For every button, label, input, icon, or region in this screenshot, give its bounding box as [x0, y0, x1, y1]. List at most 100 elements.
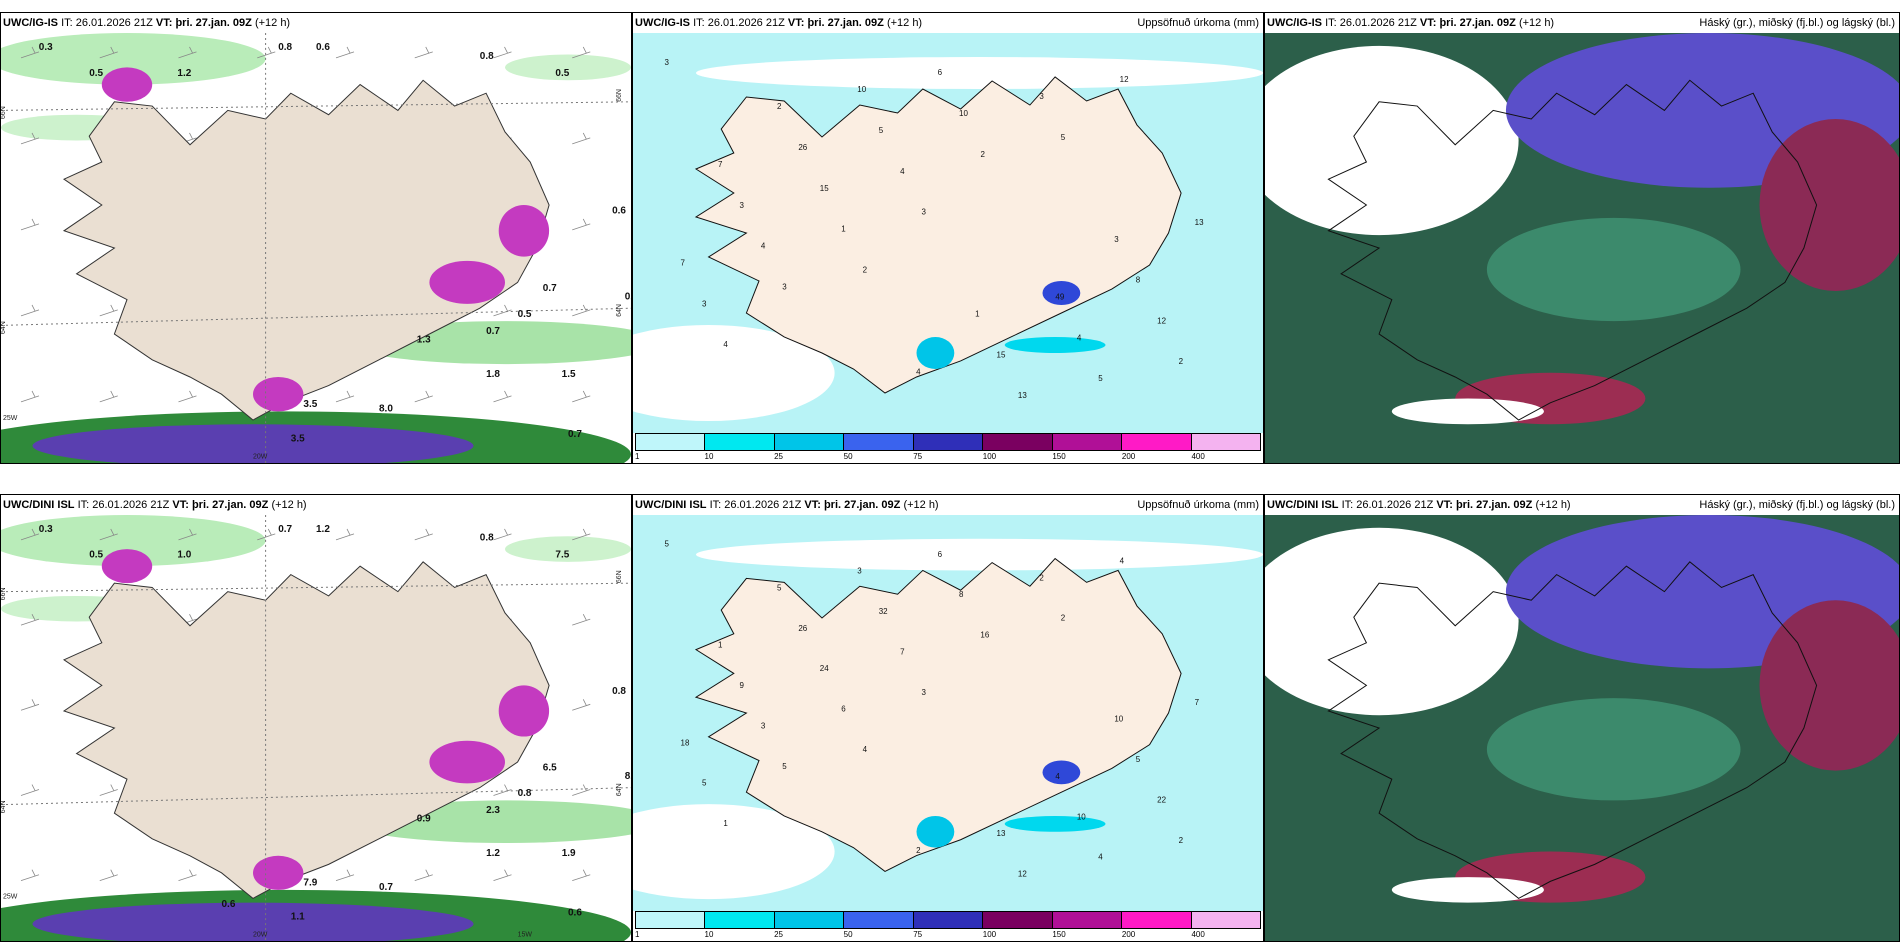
wind-barb: [572, 528, 591, 541]
colorbar-label: 400: [1191, 452, 1205, 461]
wind-barb: [335, 869, 355, 882]
heavy-precip-area: [1042, 760, 1081, 785]
map-layers: 66N 64N 66N 64N 25W 20W 15W 0.3 0.7 1.2 0.5 1.0 0.8 7…: [1, 515, 631, 941]
precip-value-label: 5: [782, 762, 787, 771]
wind-barb: [493, 304, 512, 317]
low-cloud-area: [1486, 217, 1741, 322]
cloud-map[interactable]: [1265, 33, 1899, 463]
colorbar-swatch: [913, 434, 984, 450]
precip-value-label: 1: [723, 819, 728, 828]
colorbar-swatch: [983, 434, 1053, 450]
precip-value-label: 3: [922, 688, 927, 697]
precip-value-label: 1.2: [486, 848, 500, 859]
iceland-map-svg: 66N 64N 66N 64N 25W 20W 0.3 0.8 0.6 0.5 1.2 0.8 0.5 0…: [1, 33, 631, 463]
precip-value-label: 1.2: [316, 524, 330, 535]
precip-value-label: 1: [841, 225, 846, 234]
colorbar-label: 100: [982, 930, 997, 939]
wind-barb: [572, 613, 591, 626]
colorbar-label: 50: [843, 452, 853, 461]
graticule-line: [1, 787, 631, 806]
wind-barb: [335, 390, 355, 403]
panel-dini-precip[interactable]: UWC/DINI ISL IT: 26.01.2026 21Z VT: þri.…: [632, 494, 1264, 942]
wind-barb: [257, 46, 276, 59]
wind-precip-map[interactable]: 66N 64N 66N 64N 25W 20W 15W 0.3 0.7 1.2 0.5 1.0 0.8 7…: [1, 515, 631, 941]
dry-zone: [696, 538, 1263, 571]
model-name: UWC/DINI ISL: [635, 499, 707, 511]
wind-barb: [414, 528, 433, 541]
iceland-land: [694, 557, 1182, 872]
precip-value-label: 32: [879, 607, 888, 616]
lon-label: 25W: [3, 415, 18, 422]
precip-value-label: 0.3: [39, 42, 53, 53]
heavy-precip-area: [429, 740, 506, 784]
wind-precip-map[interactable]: 66N 64N 66N 64N 25W 20W 0.3 0.8 0.6 0.5 1.2 0.8 0.5 0…: [1, 33, 631, 463]
precip-value-label: 13: [1018, 391, 1027, 400]
panel-dini-wind[interactable]: UWC/DINI ISL IT: 26.01.2026 21Z VT: þri.…: [0, 494, 632, 942]
colorbar-label: 10: [704, 930, 714, 939]
precip-value-label: 4: [1120, 557, 1125, 566]
panel-ig-is-wind[interactable]: UWC/IG-IS IT: 26.01.2026 21Z VT: þri. 27…: [0, 12, 632, 464]
wind-barb: [493, 784, 512, 796]
heavy-precip-area: [916, 815, 955, 848]
colorbar-label: 1: [635, 452, 640, 461]
precip-value-label: 8: [1136, 276, 1141, 285]
precip-value-label: 0.5: [89, 68, 103, 79]
colorbar-label: 50: [843, 930, 853, 939]
panel-header: UWC/DINI ISL IT: 26.01.2026 21Z VT: þri.…: [3, 499, 307, 511]
panel-ig-is-cloud[interactable]: UWC/IG-IS IT: 26.01.2026 21Z VT: þri. 27…: [1264, 12, 1900, 464]
precip-value-label: 0.8: [278, 42, 292, 53]
panel-header: UWC/DINI ISL IT: 26.01.2026 21Z VT: þri.…: [633, 495, 1263, 515]
precip-value-label: 2: [777, 102, 782, 111]
colorbar-label: 25: [774, 452, 784, 461]
precip-value-label: 12: [1018, 870, 1027, 879]
precip-band-nw: [1, 33, 266, 85]
iceland-land: [694, 76, 1182, 394]
precip-value-label: 2: [863, 265, 868, 274]
panel-dini-cloud[interactable]: UWC/DINI ISL IT: 26.01.2026 21Z VT: þri.…: [1264, 494, 1900, 942]
precip-value-label: 1.5: [562, 369, 576, 380]
precip-value-label: 49: [1055, 293, 1064, 302]
panel-ig-is-precip[interactable]: UWC/IG-IS IT: 26.01.2026 21Z VT: þri. 27…: [632, 12, 1264, 464]
wind-barb: [257, 528, 276, 541]
precip-band-nw: [1, 515, 266, 567]
precip-value-label: 5: [665, 540, 670, 549]
colorbar-swatch: [636, 434, 706, 450]
heavy-precip-area: [429, 260, 506, 304]
colorbar-label: 200: [1121, 930, 1136, 939]
precip-value-label: 0.9: [417, 814, 431, 825]
colorbar-label: 10: [704, 452, 714, 461]
precip-value-label: 3: [761, 721, 766, 730]
precip-map[interactable]: 5 4 2 1 3 4 5 16 2 6 2 5 7 4 3 8 22 24 12 18 32 10 9 6 5 26 13 7 3 4 1…: [633, 515, 1263, 911]
it-label: IT:: [61, 17, 73, 29]
precip-value-label: 16: [980, 631, 989, 640]
colorbar-swatch: [705, 434, 775, 450]
clear-sky-area: [1391, 398, 1544, 425]
precip-band: [1004, 337, 1106, 353]
precip-value-label: 7: [681, 259, 686, 268]
precip-value-label: 5: [1061, 133, 1066, 142]
lat-label: 64N: [1, 321, 7, 334]
wind-barb: [572, 132, 591, 145]
lon-label: 25W: [3, 893, 18, 900]
precip-value-label: 10: [857, 85, 866, 94]
precip-map[interactable]: 3 2 5 4 3 12 3 2 2 1 3 3 4 5 4 10 12 15 13 7 5 4 3 6 8 26 15 13 10 49…: [633, 33, 1263, 433]
iceland-map-svg: 3254312322133454101215137543682615131049…: [633, 33, 1263, 433]
precip-value-label: 5: [1136, 755, 1141, 764]
precip-value-label: 13: [1195, 218, 1204, 227]
precip-value-label: 0.3: [39, 524, 53, 535]
colorbar-label: 150: [1052, 452, 1066, 461]
precip-value-label: 7.9: [303, 878, 317, 889]
precip-value-label: 6.5: [543, 763, 557, 774]
clear-sky-area: [1265, 45, 1519, 236]
cloud-map[interactable]: [1265, 515, 1899, 941]
precip-value-label: 6: [938, 68, 943, 77]
precip-value-label: 2: [1039, 573, 1044, 582]
precip-value-label: 7: [900, 647, 905, 656]
precip-value-label: 4: [1098, 853, 1103, 862]
precip-value-label: 0.7: [379, 882, 393, 893]
wind-barb: [99, 390, 118, 403]
precip-value-label: 0.7: [486, 326, 500, 337]
panel-header: UWC/DINI ISL IT: 26.01.2026 21Z VT: þri.…: [1265, 495, 1899, 515]
precip-value-label: 2: [1061, 614, 1066, 623]
colorbar-swatch: [983, 912, 1053, 928]
